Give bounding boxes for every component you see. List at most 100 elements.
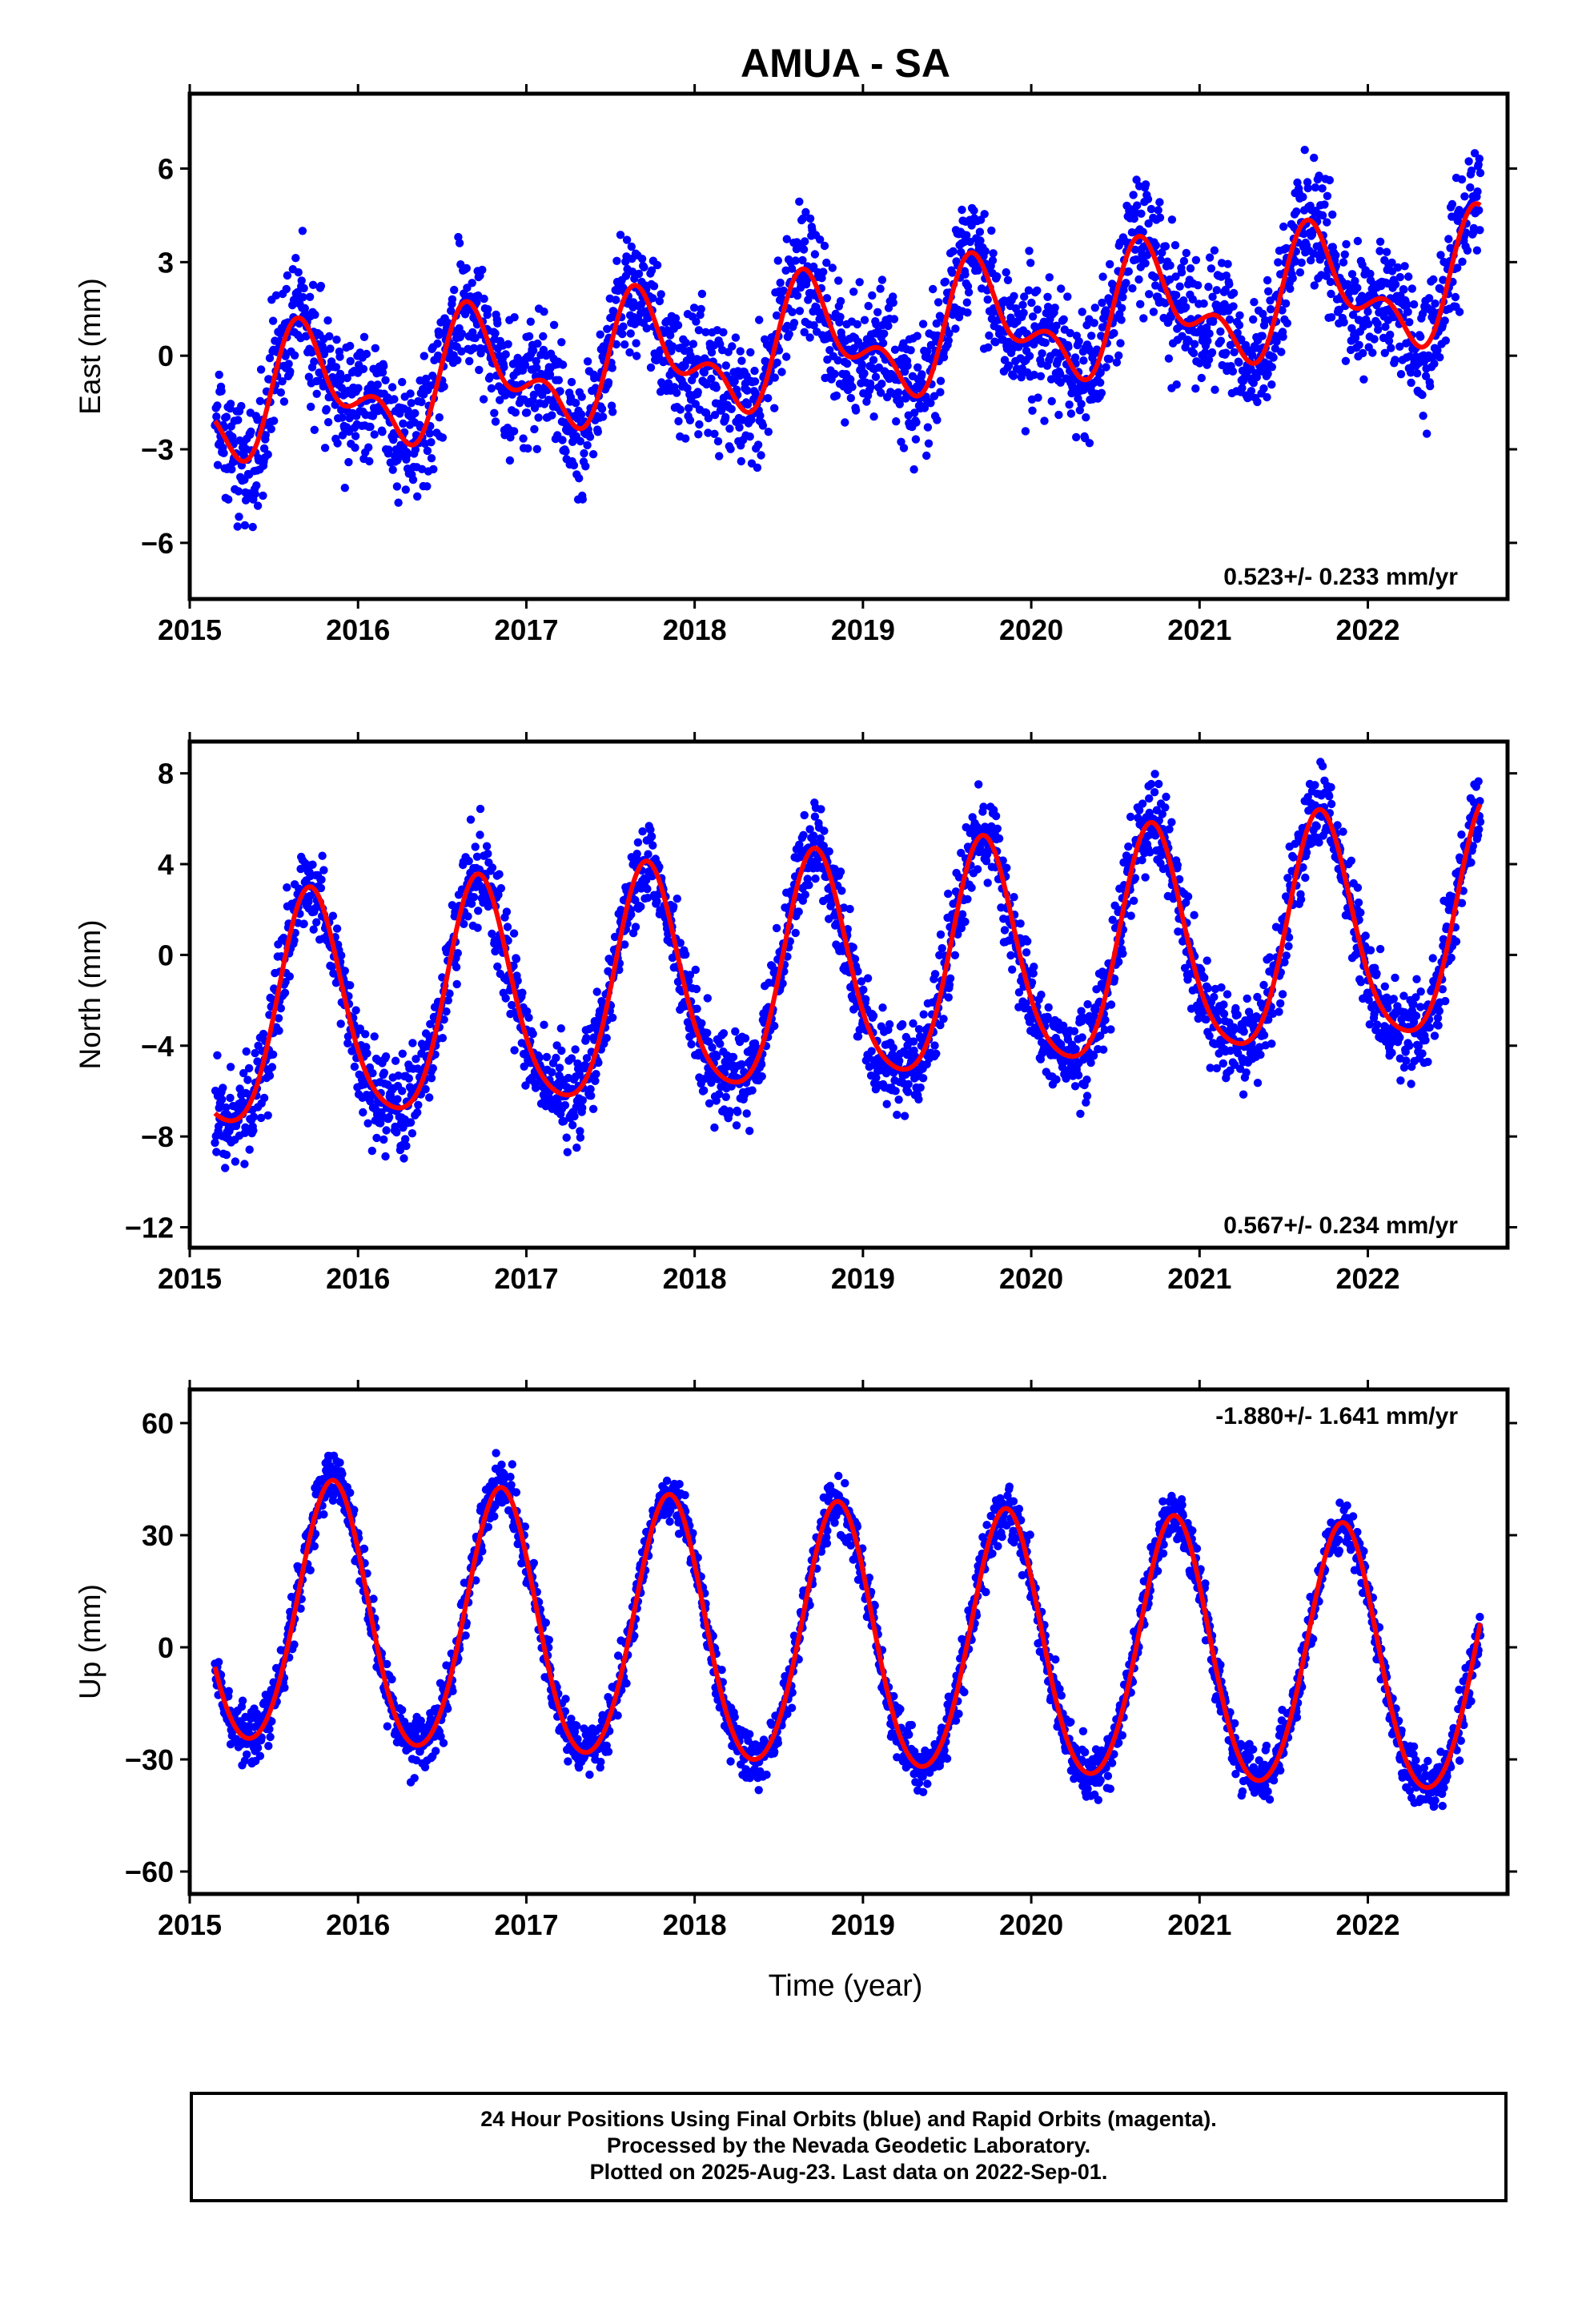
- data-point: [770, 404, 779, 412]
- data-point: [308, 860, 317, 869]
- data-point: [869, 412, 878, 421]
- data-point: [1173, 861, 1182, 870]
- data-point: [1238, 384, 1247, 392]
- data-point: [251, 1048, 259, 1058]
- data-point: [1310, 153, 1319, 163]
- data-point: [923, 423, 933, 432]
- data-point: [800, 810, 809, 820]
- data-point: [393, 1095, 402, 1104]
- data-point: [869, 1011, 878, 1020]
- data-point: [1263, 369, 1272, 378]
- data-point: [417, 464, 427, 473]
- data-point: [1274, 258, 1283, 267]
- data-point: [512, 955, 521, 963]
- data-point: [529, 346, 538, 355]
- data-point: [1239, 1027, 1248, 1036]
- data-point: [1118, 292, 1127, 302]
- data-point: [555, 1063, 564, 1072]
- data-point: [1210, 992, 1219, 1002]
- data-point: [467, 899, 476, 908]
- data-point: [1175, 282, 1184, 291]
- data-point: [1167, 215, 1177, 224]
- data-point: [1161, 242, 1170, 251]
- data-point: [563, 1148, 572, 1156]
- data-point: [586, 1084, 595, 1094]
- data-point: [685, 977, 693, 986]
- data-point: [363, 1119, 372, 1128]
- data-point: [505, 456, 515, 465]
- data-point: [1253, 1079, 1263, 1088]
- data-point: [1259, 1031, 1269, 1039]
- data-point: [793, 291, 802, 300]
- data-point: [503, 923, 512, 931]
- data-point: [1082, 1076, 1091, 1084]
- data-point: [560, 1116, 568, 1126]
- data-point: [290, 936, 299, 945]
- data-point: [1404, 272, 1413, 281]
- data-point: [1141, 873, 1150, 882]
- data-point: [791, 928, 800, 938]
- x-axis: 2015 2016 2017 2018 2019 2020 2021 2022: [158, 84, 1400, 646]
- data-point: [323, 316, 332, 325]
- data-point: [1145, 794, 1154, 803]
- data-point: [392, 482, 402, 491]
- data-point: [359, 364, 368, 373]
- data-point: [788, 308, 797, 316]
- data-point: [299, 919, 308, 928]
- y-tick-label: −6: [141, 527, 174, 560]
- data-point: [948, 268, 957, 277]
- data-point: [1190, 911, 1199, 919]
- data-point: [1006, 313, 1015, 322]
- data-point: [1340, 250, 1350, 259]
- data-point: [1288, 274, 1297, 283]
- data-point: [408, 475, 418, 485]
- data-point: [366, 1097, 375, 1106]
- data-point: [576, 410, 586, 419]
- data-point: [1116, 339, 1125, 348]
- data-point: [420, 352, 428, 360]
- data-point: [980, 210, 989, 219]
- data-point: [366, 422, 375, 432]
- data-point: [878, 1003, 887, 1012]
- data-point: [222, 1103, 231, 1112]
- data-point: [1026, 259, 1035, 267]
- data-point: [974, 780, 983, 789]
- data-point: [1118, 949, 1127, 959]
- y-tick-label: −3: [141, 433, 174, 466]
- data-point: [932, 1049, 941, 1059]
- data-point: [773, 358, 781, 367]
- data-point: [1085, 439, 1094, 448]
- data-point: [770, 373, 779, 382]
- data-point: [291, 254, 300, 263]
- data-point: [1082, 1092, 1092, 1100]
- data-point: [795, 307, 805, 316]
- data-point: [1335, 305, 1344, 314]
- data-point: [809, 321, 818, 330]
- data-point: [513, 976, 522, 985]
- data-point: [433, 339, 442, 348]
- data-point: [276, 1003, 285, 1013]
- data-point: [1082, 413, 1090, 422]
- data-point: [700, 1086, 709, 1095]
- data-point: [941, 277, 950, 286]
- data-point: [712, 1096, 721, 1105]
- data-point: [372, 1133, 381, 1143]
- data-point: [320, 444, 330, 452]
- data-point: [276, 388, 285, 397]
- data-point: [556, 1024, 565, 1033]
- data-point: [930, 970, 940, 979]
- data-point: [508, 1000, 516, 1010]
- data-point: [932, 319, 942, 328]
- data-point: [820, 826, 829, 835]
- data-point: [787, 264, 797, 273]
- data-point: [1296, 895, 1306, 904]
- data-point: [1130, 896, 1138, 906]
- data-point: [384, 445, 393, 454]
- data-point: [259, 444, 269, 453]
- data-point: [1145, 290, 1154, 299]
- data-point: [323, 418, 333, 427]
- data-point: [668, 342, 677, 351]
- data-point: [370, 1032, 379, 1041]
- data-point: [989, 249, 998, 258]
- data-point: [475, 365, 484, 375]
